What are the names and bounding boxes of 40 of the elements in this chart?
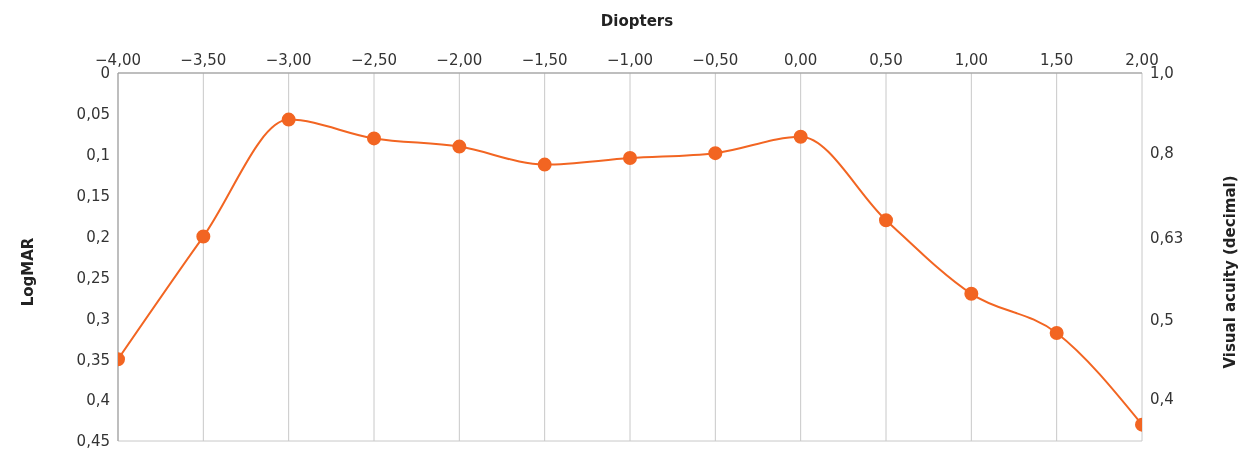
point: [537, 157, 552, 172]
y2-tick-label: 0,8: [1150, 143, 1174, 162]
y-tick-label: 0,15: [76, 186, 110, 205]
y-tick-label: 0,2: [86, 227, 110, 246]
y-axis-title: LogMAR: [19, 236, 37, 309]
y-tick-label: 0,35: [76, 350, 110, 369]
y-tick-label: 0: [100, 64, 110, 83]
y2-tick-label: 1,0: [1150, 64, 1174, 83]
y-tick-label: 0,25: [76, 268, 110, 287]
point: [281, 112, 296, 127]
x-tick-label: −0,50: [692, 51, 739, 69]
x-tick-label: −1,50: [521, 51, 568, 69]
point: [367, 131, 381, 146]
x-tick-label: 1,00: [954, 51, 989, 69]
y-tick-label: 0,4: [86, 391, 110, 410]
point: [196, 229, 211, 244]
y2-axis-title: Visual acuity (decimal): [1221, 174, 1239, 371]
point: [623, 151, 637, 166]
y2-tick-label: 0,5: [1150, 310, 1174, 329]
x-tick-label: −2,50: [351, 51, 397, 69]
y2-tick-label: 0,4: [1150, 389, 1174, 408]
x-tick-label: −2,00: [436, 51, 483, 69]
x-tick-label: −3,00: [265, 51, 312, 69]
point: [793, 129, 808, 144]
x-tick-label: 0,50: [869, 51, 903, 69]
y2-tick-label: 0,63: [1150, 228, 1184, 247]
y-tick-label: 0,45: [76, 432, 110, 451]
point: [1049, 326, 1064, 341]
point: [964, 286, 979, 301]
x-tick-label: −3,50: [180, 51, 227, 69]
x-tick-label: 0,00: [783, 51, 818, 69]
x-tick-label: −1,00: [607, 51, 653, 69]
y-tick-label: 0,1: [86, 146, 110, 165]
x-tick-label: 1,50: [1039, 51, 1074, 69]
y-tick-label: 0,05: [76, 105, 110, 124]
point: [708, 146, 723, 161]
point: [879, 213, 893, 228]
point: [452, 139, 467, 154]
x-axis-title: Diopters: [599, 12, 675, 30]
y-tick-label: 0,3: [86, 309, 110, 328]
